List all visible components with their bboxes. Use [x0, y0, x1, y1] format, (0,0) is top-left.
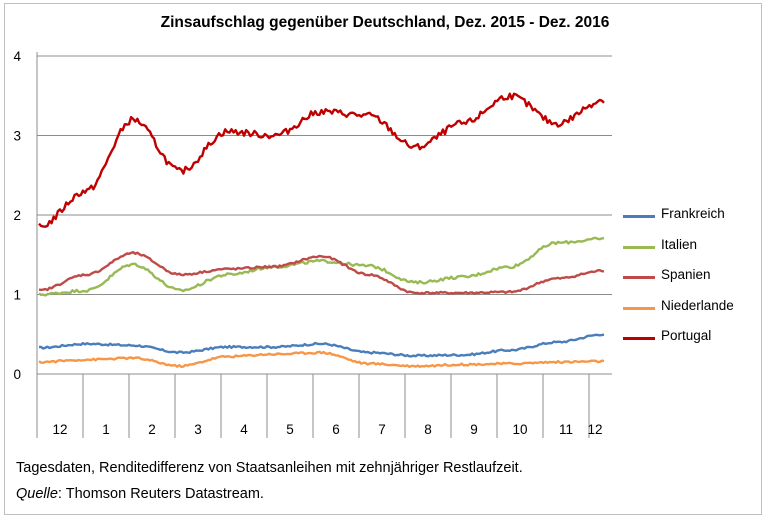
- series-line-spanien: [38, 250, 605, 295]
- y-tick-labels: 0 1 2 3 4: [13, 49, 21, 382]
- legend-swatch-spanien: [623, 276, 655, 279]
- source-text: : Thomson Reuters Datastream.: [57, 486, 264, 502]
- legend-swatch-niederlande: [623, 306, 655, 310]
- y-tick-label-4: 4: [13, 49, 21, 64]
- x-tick-label-12: 12: [587, 422, 602, 437]
- footnote-source: Quelle: Thomson Reuters Datastream.: [16, 486, 264, 502]
- x-tick-label-2: 2: [148, 422, 156, 437]
- legend-label-italien: Italien: [661, 236, 698, 252]
- chart-frame: [4, 3, 762, 515]
- legend-label-niederlande: Niederlande: [661, 297, 734, 313]
- series-line-italien: [38, 236, 605, 297]
- legend-swatch-portugal: [623, 337, 655, 340]
- x-tick-label-8: 8: [424, 422, 432, 437]
- legend-label-frankreich: Frankreich: [661, 206, 725, 221]
- chart-title: Zinsaufschlag gegenüber Deutschland, Dez…: [160, 14, 610, 31]
- legend-swatch-frankreich: [623, 215, 655, 218]
- legend-label-spanien: Spanien: [661, 267, 711, 282]
- x-tick-label-7: 7: [378, 422, 386, 437]
- y-tick-label-3: 3: [13, 129, 21, 144]
- grid-lines: [37, 55, 612, 295]
- x-tick-label-5: 5: [286, 422, 294, 437]
- x-tick-label-4: 4: [240, 422, 248, 437]
- y-tick-label-2: 2: [13, 208, 21, 223]
- y-tick-label-1: 1: [13, 288, 21, 303]
- series-line-portugal: [38, 92, 605, 228]
- x-tick-label-1: 1: [102, 422, 110, 437]
- x-tick-label-6: 6: [332, 422, 340, 437]
- y-tick-label-0: 0: [13, 367, 21, 382]
- x-tick-label-9: 9: [470, 422, 478, 437]
- footnote-description: Tagesdaten, Renditedifferenz von Staatsa…: [16, 460, 523, 476]
- x-tick-label-10: 10: [512, 422, 527, 437]
- source-label: Quelle: [16, 486, 58, 502]
- x-tick-label-11: 11: [559, 422, 573, 437]
- x-axis: 12 1 2 3 4 5 6 7 8 9 10 11 12: [36, 52, 612, 438]
- x-tick-label-12: 12: [52, 422, 67, 437]
- legend-swatch-italien: [623, 245, 655, 249]
- legend-label-portugal: Portugal: [661, 328, 712, 343]
- x-tick-label-3: 3: [194, 422, 202, 437]
- series-lines: [38, 92, 605, 369]
- series-line-frankreich: [38, 333, 605, 358]
- series-line-niederlande: [38, 350, 605, 369]
